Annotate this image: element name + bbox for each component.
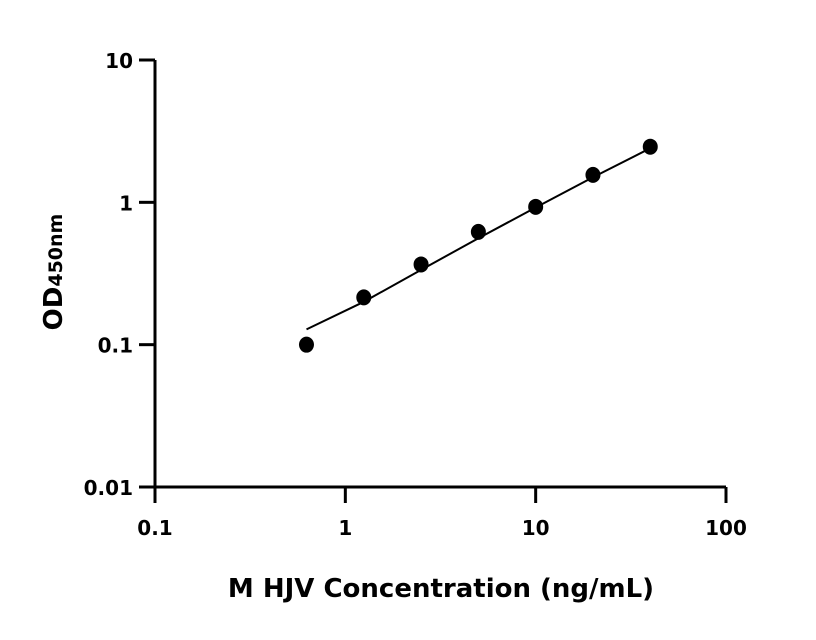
x-tick-label: 100 bbox=[705, 516, 747, 540]
data-point bbox=[298, 336, 314, 353]
x-tick-label: 10 bbox=[522, 516, 550, 540]
y-tick-label: 10 bbox=[105, 49, 133, 73]
data-point bbox=[528, 198, 544, 215]
y-axis-title-subscript: 450nm bbox=[45, 214, 67, 287]
x-tick-label: 1 bbox=[338, 516, 352, 540]
data-point bbox=[585, 166, 601, 183]
data-point bbox=[413, 256, 429, 273]
data-point bbox=[470, 223, 486, 240]
axes bbox=[153, 60, 726, 489]
data-point bbox=[356, 289, 372, 306]
y-tick-label: 0.1 bbox=[98, 334, 133, 358]
y-tick-label: 0.01 bbox=[84, 476, 133, 500]
x-tick-label: 0.1 bbox=[137, 516, 172, 540]
y-axis-title-main: OD bbox=[39, 287, 69, 331]
data-points bbox=[298, 138, 658, 353]
data-point bbox=[642, 138, 658, 155]
x-axis-title: M HJV Concentration (ng/mL) bbox=[228, 574, 654, 604]
y-axis-title: OD450nm bbox=[39, 214, 69, 331]
y-tick-label: 1 bbox=[119, 191, 133, 215]
